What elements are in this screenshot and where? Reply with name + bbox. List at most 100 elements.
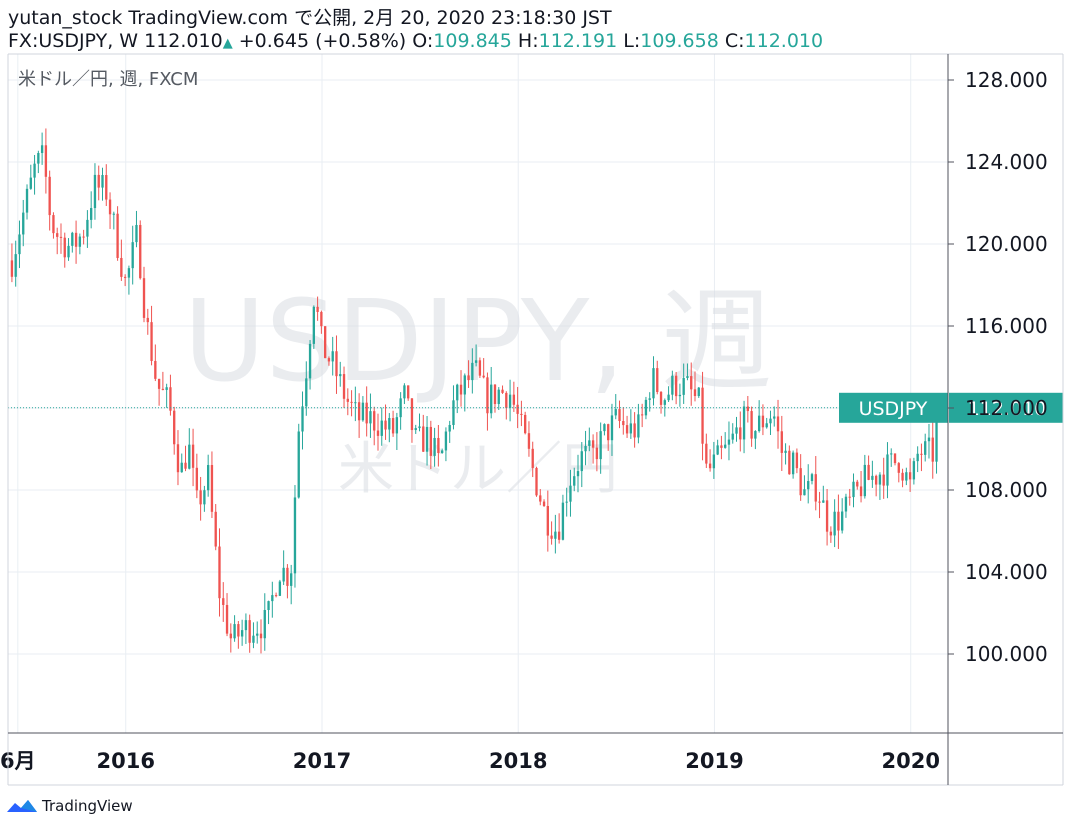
candle-body: [750, 411, 753, 439]
candle-body: [97, 174, 100, 188]
candle-body: [882, 474, 885, 486]
candle-body: [508, 394, 512, 408]
candle-body: [535, 467, 538, 496]
candle-body: [478, 360, 482, 376]
candle-body: [233, 624, 236, 639]
candle-body: [131, 242, 134, 269]
candle-body: [920, 453, 923, 455]
candle-body: [916, 453, 919, 462]
candle-body: [93, 174, 97, 209]
candle-body: [724, 444, 727, 448]
price-tags: USDJPY 112.010: [839, 392, 1063, 423]
candle-body: [690, 376, 693, 390]
candle-body: [814, 474, 817, 502]
candle-body: [282, 567, 285, 582]
candle-body: [346, 398, 349, 402]
candle-body: [71, 232, 74, 246]
candle-body: [271, 595, 274, 602]
candle-body: [474, 360, 478, 363]
close-value: 112.010: [744, 30, 824, 52]
y-axis[interactable]: 128.000 124.000 120.000 116.000 112.000 108.0…: [948, 68, 1048, 666]
candle-body: [437, 437, 440, 453]
candle-body: [206, 465, 210, 491]
candle-body: [316, 306, 319, 312]
candle-body: [418, 426, 421, 429]
candle-body: [56, 233, 59, 237]
candle-body: [637, 414, 640, 438]
y-tick-label: 124.000: [965, 150, 1048, 174]
candle-body: [795, 452, 799, 469]
candle-body: [123, 276, 127, 278]
candle-body: [765, 423, 768, 428]
candle-body: [663, 400, 666, 405]
candle-body: [195, 467, 199, 491]
candle-body: [780, 431, 783, 453]
candle-body: [278, 581, 282, 596]
candle-body: [139, 224, 142, 279]
candle-body: [610, 415, 614, 441]
candle-body: [369, 411, 372, 424]
candle-body: [357, 402, 361, 421]
candle-body: [874, 475, 878, 485]
candle-body: [380, 420, 383, 436]
candle-body: [629, 423, 633, 434]
candle-body: [644, 399, 648, 416]
y-tick-label: 100.000: [965, 642, 1048, 666]
candle-body: [682, 378, 685, 395]
candle-body: [116, 213, 119, 258]
candle-body: [59, 236, 63, 238]
candle-body: [573, 476, 576, 486]
candle-body: [90, 208, 93, 220]
candle-body: [735, 427, 738, 434]
candle-body: [901, 472, 904, 481]
footer-brand[interactable]: TradingView: [6, 797, 133, 815]
candle-body: [716, 445, 719, 455]
candle-body: [237, 624, 240, 637]
candle-body: [531, 448, 534, 468]
candle-body: [471, 362, 474, 381]
candle-body: [754, 431, 757, 439]
candle-body: [622, 421, 625, 426]
y-tick-label: 104.000: [965, 560, 1048, 584]
candle-body: [731, 433, 734, 440]
candle-body: [656, 368, 659, 392]
y-tick-label: 112.000: [965, 396, 1048, 420]
candle-body: [773, 416, 776, 419]
candle-body: [320, 311, 323, 327]
candle-body: [354, 402, 357, 404]
x-tick-label: 2020: [881, 749, 939, 773]
candle-body: [331, 351, 334, 362]
candle-body: [524, 414, 527, 434]
candle-body: [173, 410, 176, 445]
candle-body: [863, 464, 866, 497]
candle-body: [252, 635, 255, 643]
candle-body: [757, 415, 761, 432]
candle-body: [290, 573, 293, 586]
candles: [10, 128, 938, 654]
candle-body: [539, 495, 542, 502]
candle-body: [384, 420, 387, 430]
candle-body: [403, 385, 406, 399]
candle-body: [199, 490, 202, 505]
y-tick-label: 116.000: [965, 314, 1048, 338]
high-value: 112.191: [538, 30, 618, 52]
x-tick-label: 6月: [0, 749, 36, 773]
candle-body: [203, 490, 206, 505]
candle-body: [739, 427, 742, 440]
candle-body: [78, 236, 82, 247]
candle-body: [433, 437, 436, 456]
candle-body: [127, 268, 131, 278]
candle-body: [161, 388, 165, 390]
x-axis[interactable]: 6月 2016 2017 2018 2019 2020: [0, 749, 940, 773]
candle-body: [837, 511, 840, 531]
candle-body: [456, 384, 459, 401]
candle-body: [293, 497, 297, 574]
candle-body: [897, 463, 900, 473]
y-tick-label: 128.000: [965, 68, 1048, 92]
candle-body: [527, 433, 531, 449]
candle-body: [708, 463, 712, 469]
candle-body: [105, 175, 108, 200]
candle-body: [667, 394, 670, 401]
candle-body: [799, 468, 802, 496]
